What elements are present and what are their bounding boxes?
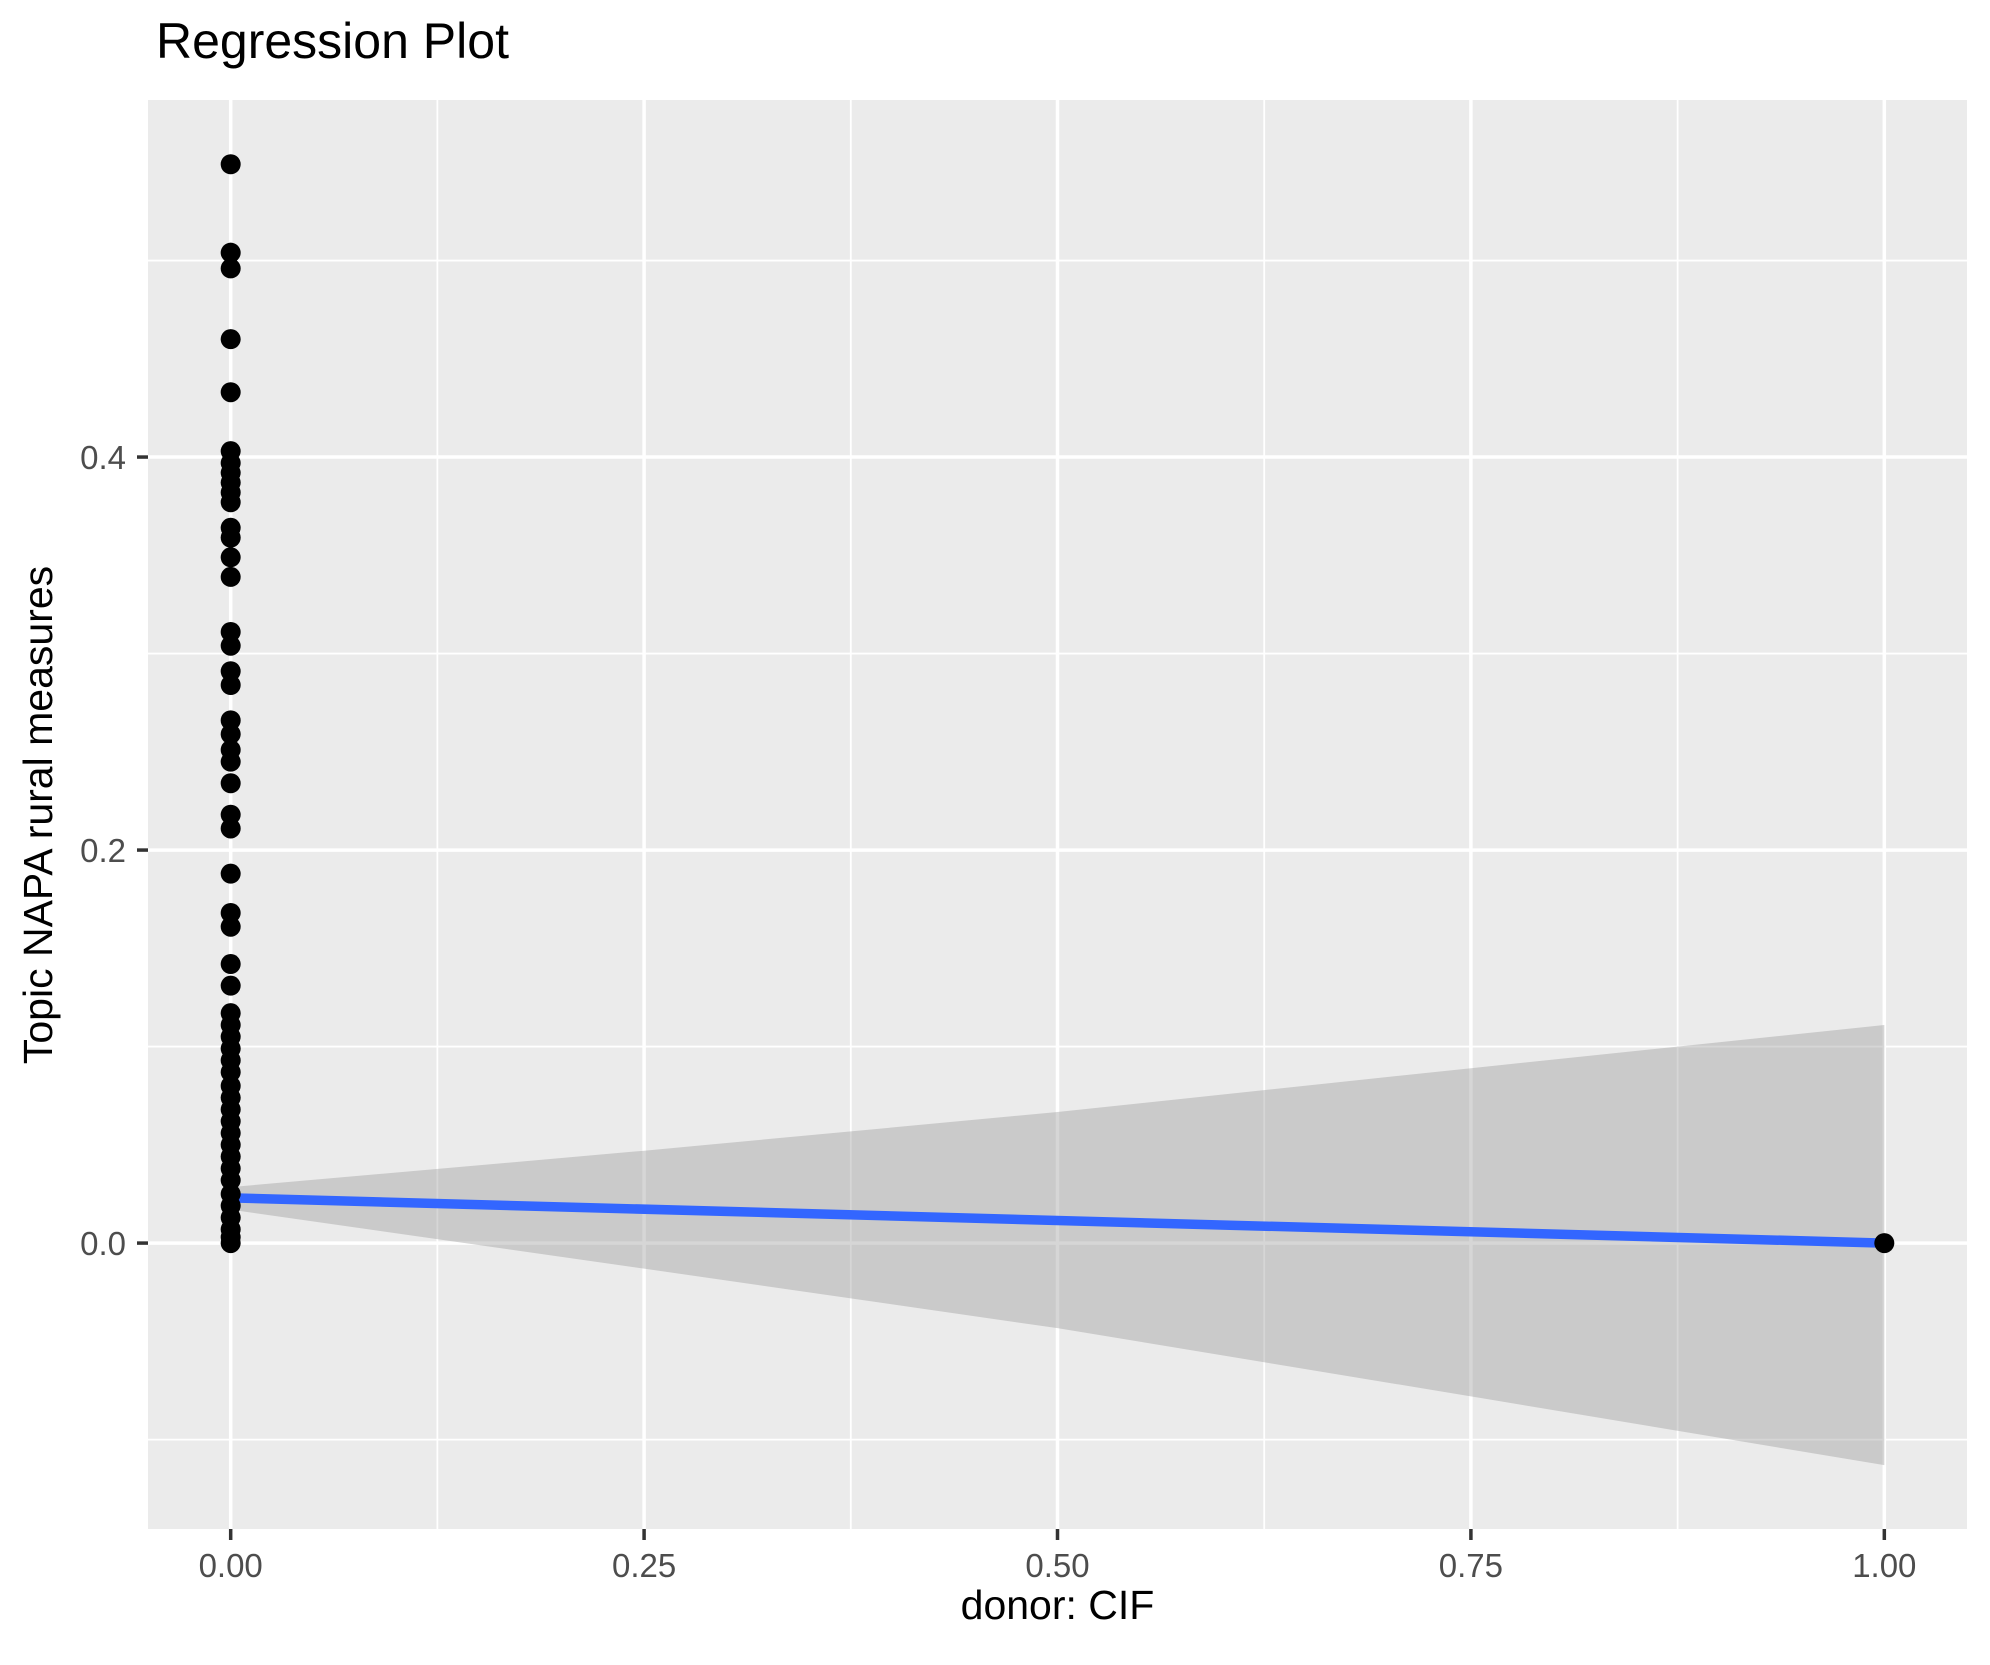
- scatter-point: [220, 724, 241, 745]
- y-tick-label: 0.0: [80, 1225, 126, 1262]
- regression-line: [230, 1193, 1885, 1248]
- scatter-point: [220, 1233, 241, 1254]
- x-tick-label: 1.00: [1852, 1547, 1916, 1584]
- scatter-point: [220, 547, 241, 568]
- x-axis-title: donor: CIF: [960, 1582, 1155, 1628]
- x-tick-label: 0.75: [1439, 1547, 1503, 1584]
- scatter-point: [220, 492, 241, 513]
- scatter-point: [220, 1170, 241, 1191]
- scatter-point: [220, 975, 241, 996]
- scatter-point: [220, 242, 241, 263]
- scatter-point: [220, 661, 241, 682]
- scatter-point: [220, 710, 241, 731]
- scatter-point: [220, 818, 241, 839]
- scatter-point: [220, 635, 241, 656]
- scatter-point: [220, 621, 241, 642]
- scatter-point: [220, 804, 241, 825]
- scatter-point: [220, 863, 241, 884]
- scatter-point: [220, 258, 241, 279]
- scatter-point: [220, 527, 241, 548]
- scatter-point: [220, 916, 241, 937]
- scatter-point: [220, 329, 241, 350]
- y-tick-label: 0.4: [80, 439, 126, 476]
- scatter-point: [220, 154, 241, 175]
- scatter-point: [220, 1062, 241, 1083]
- y-tick-label: 0.2: [80, 832, 126, 869]
- x-tick-label: 0.00: [199, 1547, 263, 1584]
- plot-title: Regression Plot: [156, 13, 509, 69]
- scatter-point: [220, 675, 241, 696]
- scatter-point: [220, 566, 241, 587]
- scatter-point: [220, 382, 241, 403]
- confidence-ribbon: [230, 1024, 1885, 1466]
- scatter-point: [220, 773, 241, 794]
- x-tick-label: 0.50: [1025, 1547, 1089, 1584]
- scatter-point: [220, 751, 241, 772]
- scatter-point: [220, 954, 241, 975]
- x-tick-label: 0.25: [612, 1547, 676, 1584]
- scatter-point: [220, 902, 241, 923]
- scatter-point: [1874, 1233, 1895, 1254]
- y-axis-title: Topic NAPA rural measures: [15, 565, 61, 1065]
